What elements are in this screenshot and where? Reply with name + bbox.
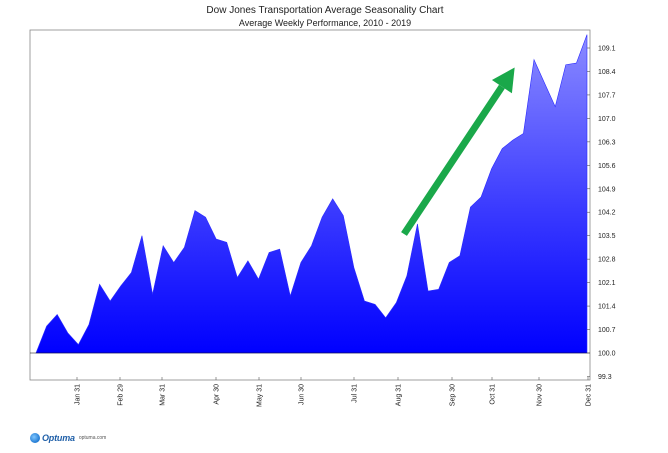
chart-subtitle: Average Weekly Performance, 2010 - 2019 <box>238 18 412 28</box>
area-series <box>35 34 588 354</box>
y-tick-label: 107.7 <box>598 92 616 99</box>
x-tick-label: Sep 30 <box>450 384 457 406</box>
y-tick-label: 104.2 <box>598 210 616 217</box>
y-tick-label: 107.0 <box>598 116 616 123</box>
y-tick-label: 109.1 <box>598 46 616 53</box>
y-tick-label: 101.4 <box>598 304 616 311</box>
logo-brand: Optuma <box>42 433 75 443</box>
y-tick-label: 104.9 <box>598 186 616 193</box>
y-tick-label: 106.3 <box>598 139 616 146</box>
x-tick-label: Jul 31 <box>352 384 359 403</box>
y-tick-label: 108.4 <box>598 69 616 76</box>
y-tick-label: 103.5 <box>598 233 616 240</box>
x-tick-label: May 31 <box>257 384 264 407</box>
x-tick-label: Nov 30 <box>537 384 544 406</box>
logo-url: optuma.com <box>78 435 107 441</box>
trend-arrow <box>401 67 515 236</box>
arrow-shaft <box>401 84 505 236</box>
x-tick-label: Mar 31 <box>160 384 167 406</box>
x-tick-label: Apr 30 <box>214 384 221 405</box>
y-tick-label: 102.1 <box>598 280 616 287</box>
x-tick-label: Jun 30 <box>299 384 306 405</box>
optuma-logo: Optuma optuma.com <box>30 432 106 444</box>
x-tick-label: Dec 31 <box>586 384 593 406</box>
x-tick-label: Feb 29 <box>118 384 125 406</box>
optuma-logo-icon <box>30 433 40 443</box>
y-tick-label: 102.8 <box>598 257 616 264</box>
arrow-head <box>491 67 515 94</box>
y-tick-label: 100.0 <box>598 351 616 358</box>
x-tick-label: Jan 31 <box>75 384 82 405</box>
y-tick-label: 105.6 <box>598 163 616 170</box>
x-tick-label: Aug 31 <box>396 384 403 406</box>
y-tick-label: 99.3 <box>598 374 612 381</box>
chart-title: Dow Jones Transportation Average Seasona… <box>206 5 444 16</box>
y-tick-label: 100.7 <box>598 327 616 334</box>
x-tick-label: Oct 31 <box>490 384 497 405</box>
